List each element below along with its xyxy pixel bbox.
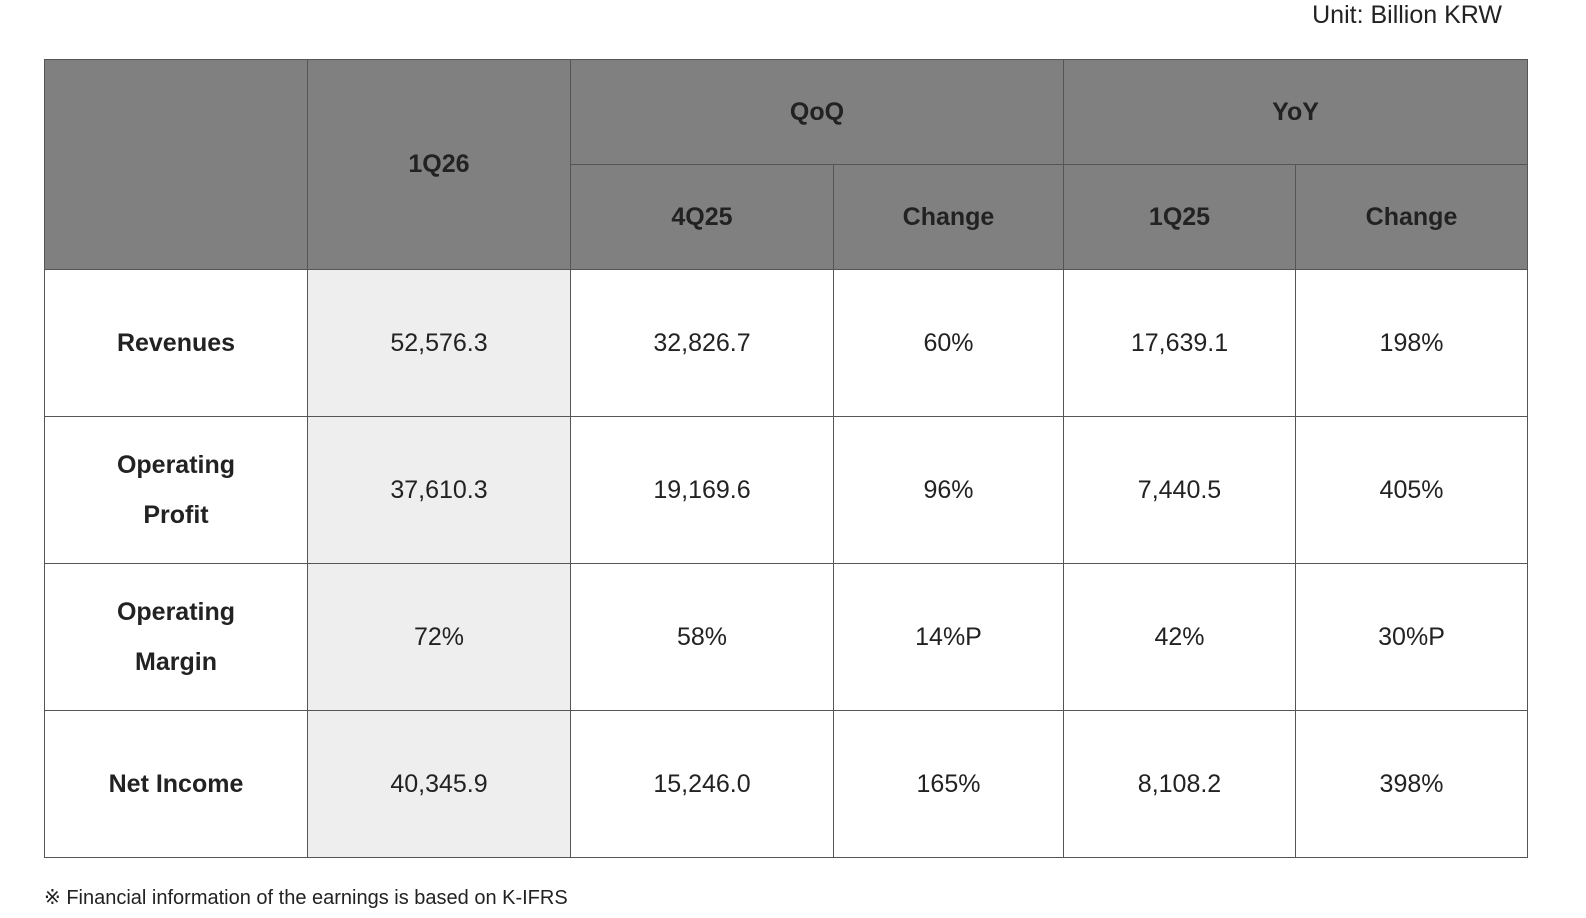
row-label-text: Net Income — [108, 770, 244, 798]
data-cell: 198% — [1295, 269, 1529, 417]
data-cell: 30%P — [1295, 563, 1529, 711]
data-cell: 40,345.9 — [307, 710, 571, 858]
row-label-text: Operating Profit — [116, 451, 236, 529]
data-cell: 96% — [832, 416, 1065, 564]
header-cell: YoY — [1063, 59, 1529, 165]
data-cell: 15,246.0 — [570, 710, 834, 858]
data-cell: 72% — [307, 563, 571, 711]
data-cell: 7,440.5 — [1063, 416, 1297, 564]
row-label-text: Revenues — [116, 329, 236, 357]
header-cell: Change — [1295, 164, 1529, 270]
header-blank — [44, 59, 308, 270]
data-cell: 8,108.2 — [1063, 710, 1297, 858]
table-body: Revenues 52,576.3 32,826.7 60% 17,639.1 198% O… — [44, 269, 1529, 858]
row-label: Operating Profit — [44, 416, 308, 564]
row-label: Operating Margin — [44, 563, 308, 711]
data-cell: 405% — [1295, 416, 1529, 564]
table-row: Revenues 52,576.3 32,826.7 60% 17,639.1 198% — [44, 269, 1529, 417]
data-cell: 42% — [1063, 563, 1297, 711]
data-cell: 14%P — [832, 563, 1065, 711]
data-cell: 19,169.6 — [570, 416, 834, 564]
data-cell: 60% — [832, 269, 1065, 417]
table-row: Net Income 40,345.9 15,246.0 165% 8,108.2 398… — [44, 710, 1529, 858]
row-label: Net Income — [44, 710, 308, 858]
earnings-table: 1Q26 QoQ YoY 4Q25 Change 1Q25 Change Rev… — [44, 59, 1529, 858]
row-label: Revenues — [44, 269, 308, 417]
data-cell: 58% — [570, 563, 834, 711]
footnote: ※ Financial information of the earnings … — [44, 887, 568, 909]
header-cell: QoQ — [569, 59, 1065, 165]
header-cell: Change — [832, 164, 1065, 270]
data-cell: 17,639.1 — [1063, 269, 1297, 417]
header-cell: 1Q25 — [1063, 164, 1297, 270]
data-cell: 37,610.3 — [307, 416, 571, 564]
data-cell: 32,826.7 — [570, 269, 834, 417]
data-cell: 165% — [832, 710, 1065, 858]
header-cell: 1Q26 — [307, 59, 571, 270]
header-cell: 4Q25 — [570, 164, 834, 270]
data-cell: 398% — [1295, 710, 1529, 858]
row-label-text: Operating Margin — [116, 598, 236, 676]
table-row: Operating Margin 72% 58% 14%P 42% 30%P — [44, 563, 1529, 711]
table-row: Operating Profit 37,610.3 19,169.6 96% 7,440… — [44, 416, 1529, 564]
data-cell: 52,576.3 — [307, 269, 571, 417]
unit-label: Unit: Billion KRW — [1312, 1, 1502, 29]
